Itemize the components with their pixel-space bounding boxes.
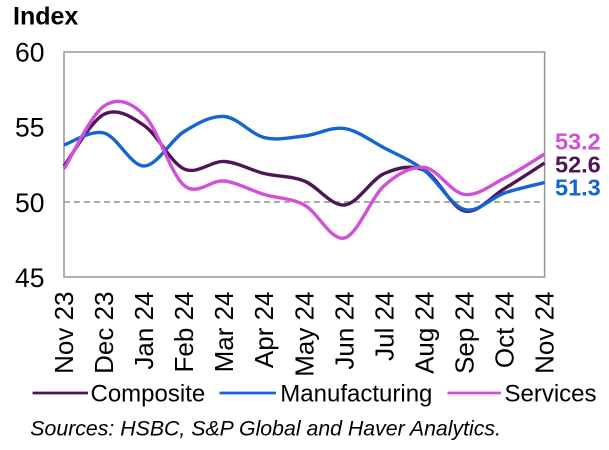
svg-text:Nov 23: Nov 23	[49, 292, 79, 374]
svg-text:Feb 24: Feb 24	[169, 292, 199, 373]
svg-text:Aug 24: Aug 24	[410, 292, 440, 374]
svg-text:60: 60	[15, 38, 44, 68]
svg-text:Apr 24: Apr 24	[249, 292, 279, 369]
svg-text:Nov 24: Nov 24	[530, 292, 560, 374]
svg-text:45: 45	[15, 263, 44, 293]
svg-text:Mar 24: Mar 24	[209, 292, 239, 373]
svg-text:May 24: May 24	[289, 292, 319, 377]
svg-text:Services: Services	[505, 381, 597, 408]
svg-text:Jan 24: Jan 24	[129, 292, 159, 370]
svg-text:Index: Index	[13, 3, 78, 31]
svg-text:Sources: HSBC, S&P Global and: Sources: HSBC, S&P Global and Haver Anal…	[30, 416, 501, 440]
svg-text:Jun 24: Jun 24	[329, 292, 359, 370]
svg-text:Manufacturing: Manufacturing	[280, 381, 432, 408]
svg-text:50: 50	[15, 188, 44, 218]
svg-text:Oct 24: Oct 24	[490, 292, 520, 369]
svg-text:53.2: 53.2	[555, 128, 601, 154]
svg-text:Composite: Composite	[91, 381, 206, 408]
svg-text:Sep 24: Sep 24	[450, 292, 480, 374]
svg-text:51.3: 51.3	[555, 175, 601, 201]
svg-text:55: 55	[15, 113, 44, 143]
svg-text:Jul 24: Jul 24	[369, 292, 399, 361]
svg-text:52.6: 52.6	[555, 152, 601, 178]
svg-text:Dec 23: Dec 23	[89, 292, 119, 374]
